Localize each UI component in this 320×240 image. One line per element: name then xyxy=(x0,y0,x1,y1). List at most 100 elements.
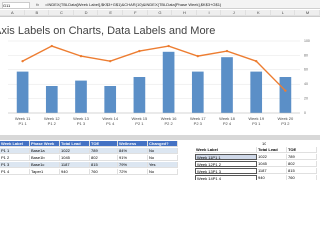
table-header: Total Lead xyxy=(60,141,90,147)
column-header: A xyxy=(0,10,25,16)
list-cell: 760 xyxy=(287,175,317,180)
table-cell: 72% xyxy=(118,169,148,175)
line-point xyxy=(138,49,141,53)
chart-title: Axis Labels on Charts, Data Labels and M… xyxy=(0,25,215,37)
x-tick-sublabel: P1 3 xyxy=(77,121,86,126)
x-tick-label: Week 15 xyxy=(132,116,148,121)
line xyxy=(22,45,286,92)
x-tick-sublabel: P2 1 xyxy=(135,121,144,126)
table-cell: Taper1 xyxy=(30,169,60,175)
table-cell: 79% xyxy=(118,162,148,168)
table-cell: Base1c xyxy=(30,162,60,168)
table-cell: No xyxy=(148,148,178,154)
list-header: TOE xyxy=(287,147,317,153)
table-cell: 1187 xyxy=(60,162,90,168)
table-cell: 802 xyxy=(90,155,118,161)
x-tick-sublabel: P3 2 xyxy=(281,121,290,126)
excel-window: G11 fx =INDEX(TBLData[Week Label],$K$3+G… xyxy=(0,0,320,180)
table-cell: 815 xyxy=(90,162,118,168)
list-header: Total Lead xyxy=(257,147,287,153)
x-tick-sublabel: P2 3 xyxy=(194,121,203,126)
y2-tick-label: 40 xyxy=(304,82,308,86)
column-header: L xyxy=(270,10,296,16)
table-cell: P1 1 xyxy=(0,148,30,154)
table-header: TOE xyxy=(90,141,118,147)
list-cell: 815 xyxy=(287,168,317,174)
x-tick-sublabel: P2 2 xyxy=(164,121,173,126)
x-tick-label: Week 20 xyxy=(278,116,294,121)
x-tick-label: Week 18 xyxy=(219,116,235,121)
y2-tick-label: 20 xyxy=(304,97,308,101)
column-header: B xyxy=(24,10,50,16)
x-tick-label: Week 11 xyxy=(15,116,31,121)
list-cell: Week 14P1 4 xyxy=(195,175,257,180)
column-header: F xyxy=(123,10,148,16)
table-cell: No xyxy=(148,155,178,161)
line-point xyxy=(21,59,24,63)
table-cell: P1 3 xyxy=(0,162,30,168)
line-point xyxy=(284,89,287,92)
y2-tick-label: 60 xyxy=(304,68,308,72)
table-cell: 789 xyxy=(90,148,118,154)
name-box[interactable]: G11 xyxy=(2,2,30,9)
column-header: J xyxy=(221,10,246,16)
table-cell: No xyxy=(148,169,178,175)
y2-tick-label: 100 xyxy=(304,39,310,43)
y2-tick-label: 0 xyxy=(304,111,306,115)
list-cell: 940 xyxy=(257,175,287,180)
line-point xyxy=(225,49,229,53)
side-number: 10 xyxy=(262,141,267,146)
bar xyxy=(279,77,292,113)
x-tick-sublabel: P1 2 xyxy=(48,121,57,126)
x-tick-label: Week 16 xyxy=(161,116,177,121)
side-list: Week Label Total Lead TOE Week 11P1 1 1022 78… xyxy=(195,147,317,180)
bar xyxy=(75,80,87,113)
table-header: Changed? xyxy=(148,141,178,147)
bar xyxy=(191,71,204,113)
x-tick-label: Week 14 xyxy=(102,116,118,121)
bar xyxy=(162,51,175,113)
formula-bar[interactable]: =INDEX(TBLData[Week Label],$K$3+G$1)&CHA… xyxy=(45,2,222,7)
table-cell: Base1b xyxy=(30,155,60,161)
bar xyxy=(45,86,58,113)
table-header: Phase Week xyxy=(30,141,60,147)
table-cell: 940 xyxy=(60,169,90,175)
table-cell: 1022 xyxy=(60,148,90,154)
list-cell: 789 xyxy=(287,154,317,160)
x-tick-label: Week 17 xyxy=(190,116,206,121)
line-point xyxy=(79,54,83,58)
column-header: D xyxy=(73,10,99,16)
list-cell: Week 12P1 2 xyxy=(195,161,257,167)
table-cell: 84% xyxy=(118,148,148,154)
list-cell: 802 xyxy=(287,161,317,167)
list-cell: 1022 xyxy=(257,154,287,160)
x-tick-sublabel: P1 1 xyxy=(18,121,27,126)
column-header: E xyxy=(98,10,123,16)
list-cell: 1187 xyxy=(257,168,287,174)
chart: Axis Labels on Charts, Data Labels and M… xyxy=(0,17,320,135)
list-header: Week Label xyxy=(195,147,257,153)
x-tick-label: Week 19 xyxy=(248,116,264,121)
column-header: C xyxy=(49,10,74,16)
x-tick-sublabel: P1 4 xyxy=(106,121,115,126)
column-header: I xyxy=(196,10,222,16)
y2-tick-label: 80 xyxy=(304,53,308,57)
bar xyxy=(104,86,117,113)
table-header: Wellness xyxy=(118,141,148,147)
x-tick-sublabel: P2 4 xyxy=(223,121,232,126)
table-cell: P1 4 xyxy=(0,169,30,175)
x-tick-label: Week 12 xyxy=(44,116,60,121)
list-cell: Week 11P1 1 xyxy=(195,154,257,160)
line-point xyxy=(196,54,199,58)
x-tick-sublabel: P3 1 xyxy=(252,121,261,126)
list-cell: 1045 xyxy=(257,161,287,167)
line-point xyxy=(255,59,258,63)
data-table: Week Label Phase Week Total Lead TOE Wellnes… xyxy=(0,141,190,180)
table-cell: 1045 xyxy=(60,155,90,161)
line-point xyxy=(109,59,112,63)
fx-label: fx xyxy=(36,2,40,7)
bar xyxy=(221,57,233,113)
ribbon-strip xyxy=(0,0,320,9)
line-point xyxy=(167,44,170,48)
